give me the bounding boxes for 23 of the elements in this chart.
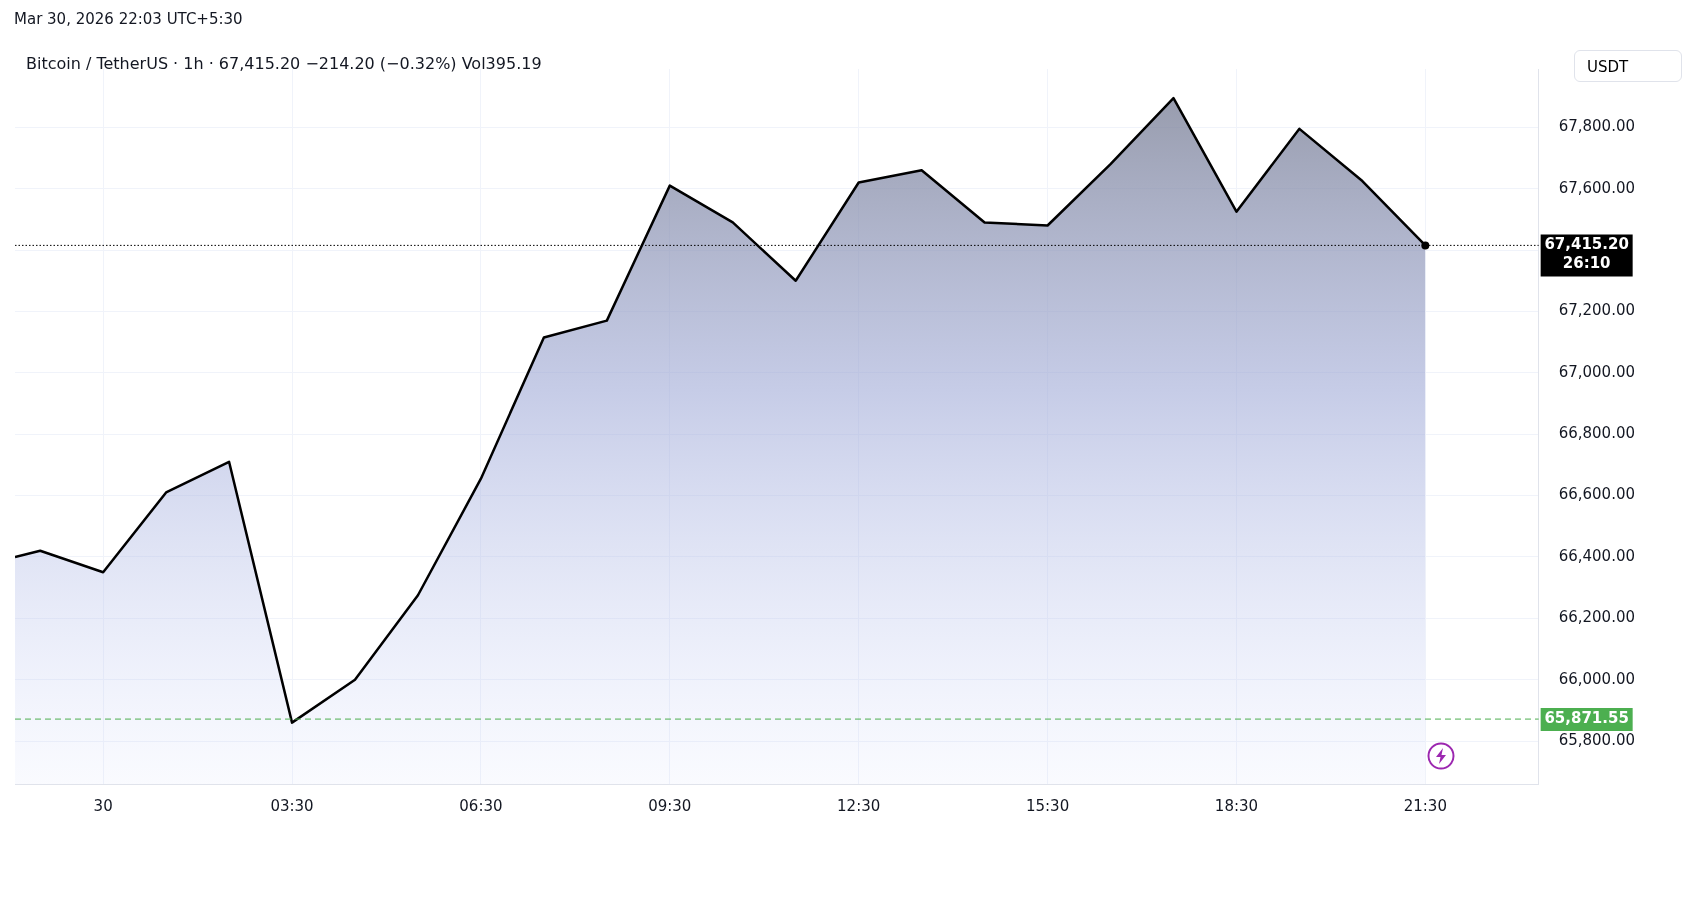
x-tick-label: 18:30	[1214, 796, 1259, 815]
chart-title: Bitcoin / TetherUS · 1h · 67,415.20 −214.20 (−0.32%) Vol395.19	[26, 54, 542, 73]
text: USDT	[1574, 50, 1682, 82]
x-tick-label: 03:30	[270, 796, 314, 815]
y-tick-label: 66,800.00	[1558, 424, 1635, 443]
x-tick-label: 21:30	[1403, 796, 1447, 815]
y-tick-label: 66,400.00	[1558, 546, 1635, 565]
ref-line-label: 67,415.20 26:10	[1544, 235, 1629, 273]
x-tick-label: 15:30	[1025, 796, 1070, 815]
x-tick-label: 06:30	[459, 796, 503, 815]
x-tick-label: 30	[93, 796, 113, 815]
x-tick-label: 12:30	[837, 796, 881, 815]
text: Mar 30, 2026 22:03 UTC+5:30	[14, 10, 243, 28]
x-tick-label: 09:30	[648, 796, 692, 815]
y-tick-label: 66,600.00	[1558, 485, 1635, 504]
y-tick-label: 67,000.00	[1558, 362, 1635, 381]
y-tick-label: 66,200.00	[1558, 608, 1635, 627]
y-tick-label: 66,000.00	[1558, 669, 1635, 688]
ref-line-label: 65,871.55	[1544, 708, 1629, 727]
y-tick-label: 67,200.00	[1558, 301, 1635, 320]
y-tick-label: 65,800.00	[1558, 730, 1635, 749]
y-tick-label: 67,800.00	[1558, 117, 1635, 136]
y-tick-label: 67,600.00	[1558, 178, 1635, 197]
